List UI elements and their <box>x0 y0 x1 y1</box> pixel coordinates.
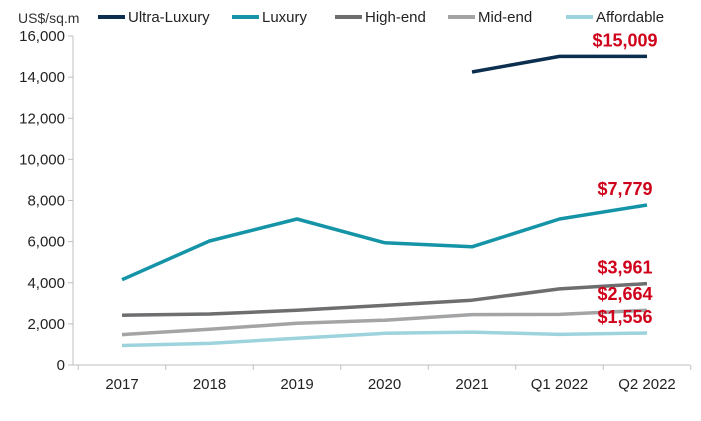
x-tick-label: 2018 <box>193 376 226 393</box>
legend-label-luxury: Luxury <box>262 9 308 26</box>
x-tick-label: 2017 <box>105 376 138 393</box>
series-line-affordable <box>121 330 648 348</box>
x-tick-label: Q1 2022 <box>531 376 589 393</box>
legend-label-mid-end: Mid-end <box>478 9 532 26</box>
y-tick-label: 8,000 <box>27 193 65 210</box>
x-tick-label: 2019 <box>280 376 313 393</box>
y-tick-label: 6,000 <box>27 234 65 251</box>
data-label: $7,779 <box>597 179 652 199</box>
x-tick-label: 2021 <box>455 376 488 393</box>
data-label: $15,009 <box>592 30 657 50</box>
annotations: $15,009 $7,779 $3,961 $2,664 $1,556 <box>592 30 657 327</box>
data-label: $3,961 <box>597 258 652 278</box>
y-axis-label: US$/sq.m <box>18 10 79 26</box>
y-tick-label: 10,000 <box>19 151 65 168</box>
x-tick-label: Q2 2022 <box>618 376 676 393</box>
y-tick-label: 0 <box>57 357 65 374</box>
legend-label-high-end: High-end <box>365 9 426 26</box>
data-label: $1,556 <box>597 307 652 327</box>
series-line-mid-end <box>121 308 648 337</box>
y-tick-label: 14,000 <box>19 69 65 86</box>
legend-label-affordable: Affordable <box>596 9 664 26</box>
y-tick-label: 16,000 <box>19 28 65 45</box>
y-tick-label: 12,000 <box>19 110 65 127</box>
x-tick-label: 2020 <box>368 376 401 393</box>
data-label: $2,664 <box>597 284 652 304</box>
legend-label-ultra-luxury: Ultra-Luxury <box>128 9 210 26</box>
y-tick-label: 2,000 <box>27 316 65 333</box>
series-lines <box>121 54 648 348</box>
y-tick-label: 4,000 <box>27 275 65 292</box>
series-line-high-end <box>121 281 648 317</box>
axes: 0 2,000 4,000 6,000 8,000 10,000 12,000 14,000 1… <box>19 28 692 393</box>
series-line-ultra-luxury <box>471 54 647 74</box>
legend: Ultra-Luxury Luxury High-end Mid-end Afforda… <box>98 9 664 26</box>
series-line-luxury <box>121 203 648 282</box>
